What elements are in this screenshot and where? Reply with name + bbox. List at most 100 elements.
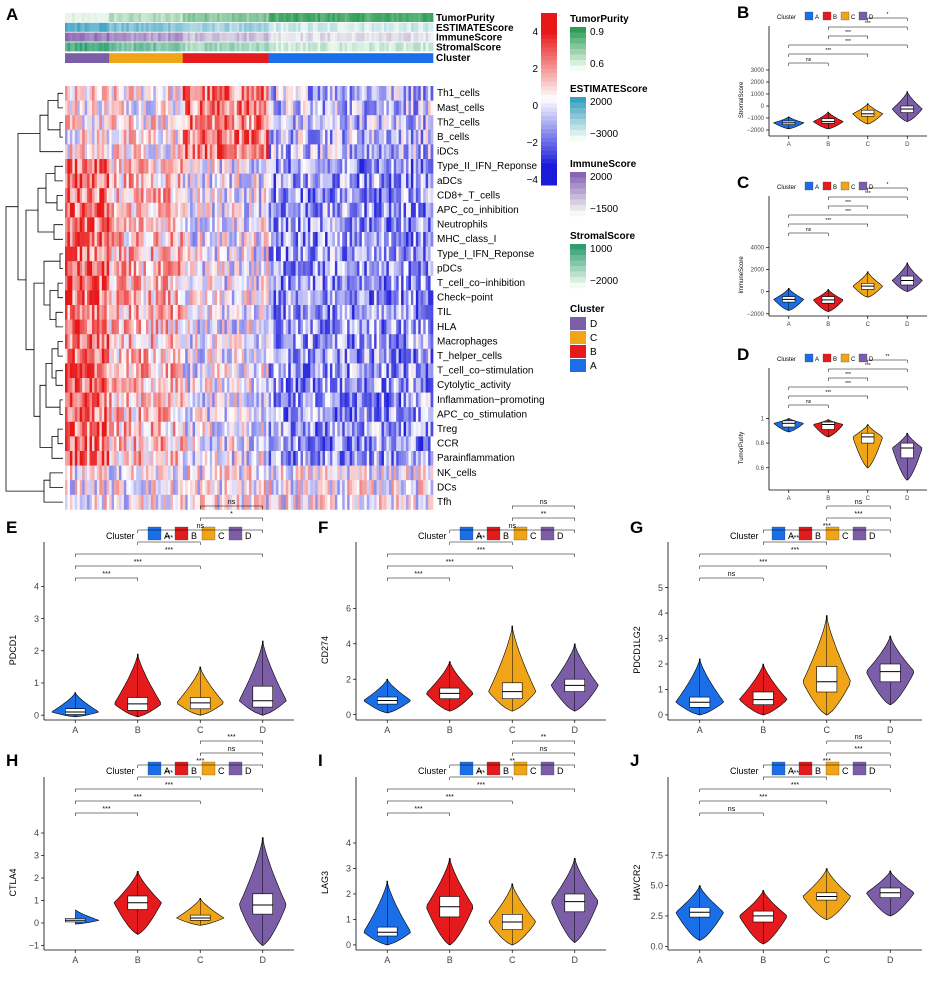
heatmap-cell <box>258 144 262 160</box>
heatmap-cell <box>327 275 331 291</box>
heatmap-cell <box>72 407 76 423</box>
annotation-cell <box>307 22 311 32</box>
heatmap-cell <box>290 334 294 350</box>
heatmap-cell <box>163 480 166 496</box>
heatmap-cell <box>143 421 147 437</box>
heatmap-cell <box>320 188 323 204</box>
heatmap-cell <box>249 494 252 510</box>
heatmap-cell <box>408 144 412 160</box>
heatmap-cell <box>150 305 154 320</box>
heatmap-cell <box>99 290 103 306</box>
heatmap-cell <box>91 246 95 262</box>
heatmap-cell <box>111 407 115 423</box>
heatmap-cell <box>300 334 304 350</box>
annotation-cell <box>158 42 162 52</box>
heatmap-cell <box>123 436 127 452</box>
heatmap-cell <box>116 305 120 320</box>
annotation-cell <box>320 22 323 32</box>
heatmap-cell <box>246 465 250 481</box>
heatmap-cell <box>69 319 73 335</box>
heatmap-cell <box>334 86 338 101</box>
heatmap-cell <box>185 202 189 218</box>
heatmap-cell <box>300 246 304 262</box>
heatmap-cell <box>391 348 395 364</box>
heatmap-cell <box>106 465 110 481</box>
heatmap-cell <box>307 378 311 393</box>
heatmap-cell <box>315 378 319 393</box>
heatmap-cell <box>268 421 272 437</box>
heatmap-cell <box>356 348 360 364</box>
heatmap-cell <box>423 305 426 320</box>
heatmap-cell <box>322 115 326 131</box>
heatmap-cell <box>77 261 81 277</box>
heatmap-cell <box>204 261 208 277</box>
heatmap-cell <box>285 363 289 379</box>
heatmap-cell <box>74 451 78 466</box>
annotation-cell <box>420 13 424 22</box>
heatmap-cell <box>386 144 390 160</box>
heatmap-cell <box>199 217 203 233</box>
heatmap-cell <box>65 465 68 481</box>
heatmap-cell <box>96 159 100 174</box>
annotation-cell <box>197 32 201 42</box>
heatmap-cell <box>275 188 279 204</box>
heatmap-cell <box>116 188 120 204</box>
heatmap-cell <box>72 421 76 437</box>
heatmap-cell <box>329 465 333 481</box>
heatmap-cell <box>298 261 301 277</box>
heatmap-cell <box>285 261 289 277</box>
heatmap-cell <box>224 363 228 379</box>
heatmap-cell <box>111 363 115 379</box>
heatmap-cell <box>101 334 105 350</box>
heatmap-cell <box>315 232 319 247</box>
heatmap-cell <box>420 465 424 481</box>
heatmap-cell <box>263 144 267 160</box>
heatmap-cell <box>177 305 181 320</box>
annotation-cell <box>106 42 110 52</box>
heatmap-cell <box>258 86 262 101</box>
annotation-cell <box>325 42 328 52</box>
heatmap-cell <box>420 173 424 189</box>
heatmap-cell <box>104 407 108 423</box>
heatmap-cell <box>379 421 382 437</box>
heatmap-cell <box>148 407 152 423</box>
heatmap-cell <box>263 217 267 233</box>
heatmap-cell <box>217 261 220 277</box>
heatmap-cell <box>271 144 274 160</box>
heatmap-cell <box>82 86 85 101</box>
heatmap-cell <box>374 465 377 481</box>
heatmap-cell <box>280 100 284 116</box>
heatmap-cell <box>128 217 132 233</box>
heatmap-cell <box>101 494 105 510</box>
heatmap-cell <box>396 494 399 510</box>
heatmap-cell <box>300 188 304 204</box>
heatmap-cell <box>180 86 184 101</box>
heatmap-cell <box>288 436 292 452</box>
annotation-cell <box>163 42 166 52</box>
heatmap-cell <box>337 173 341 189</box>
heatmap-cell <box>381 86 385 101</box>
heatmap-cell <box>283 173 287 189</box>
heatmap-cell <box>136 246 139 262</box>
heatmap-cell <box>224 129 228 145</box>
heatmap-cell <box>293 202 296 218</box>
heatmap-cell <box>133 480 137 496</box>
heatmap-cell <box>79 217 83 233</box>
heatmap-cell <box>283 494 287 510</box>
heatmap-cell <box>273 173 277 189</box>
heatmap-cell <box>172 217 176 233</box>
heatmap-cell <box>251 188 255 204</box>
heatmap-cell <box>197 334 201 350</box>
annotation-cell <box>244 42 247 52</box>
heatmap-cell <box>77 451 81 466</box>
heatmap-cell <box>263 100 267 116</box>
heatmap-cell <box>359 290 363 306</box>
heatmap-cell <box>327 261 331 277</box>
heatmap-cell <box>241 115 245 131</box>
heatmap-cell <box>170 348 174 364</box>
heatmap-cell <box>163 246 166 262</box>
heatmap-cell <box>398 173 402 189</box>
heatmap-cell <box>231 319 235 335</box>
heatmap-cell <box>383 129 387 145</box>
heatmap-cell <box>388 261 392 277</box>
